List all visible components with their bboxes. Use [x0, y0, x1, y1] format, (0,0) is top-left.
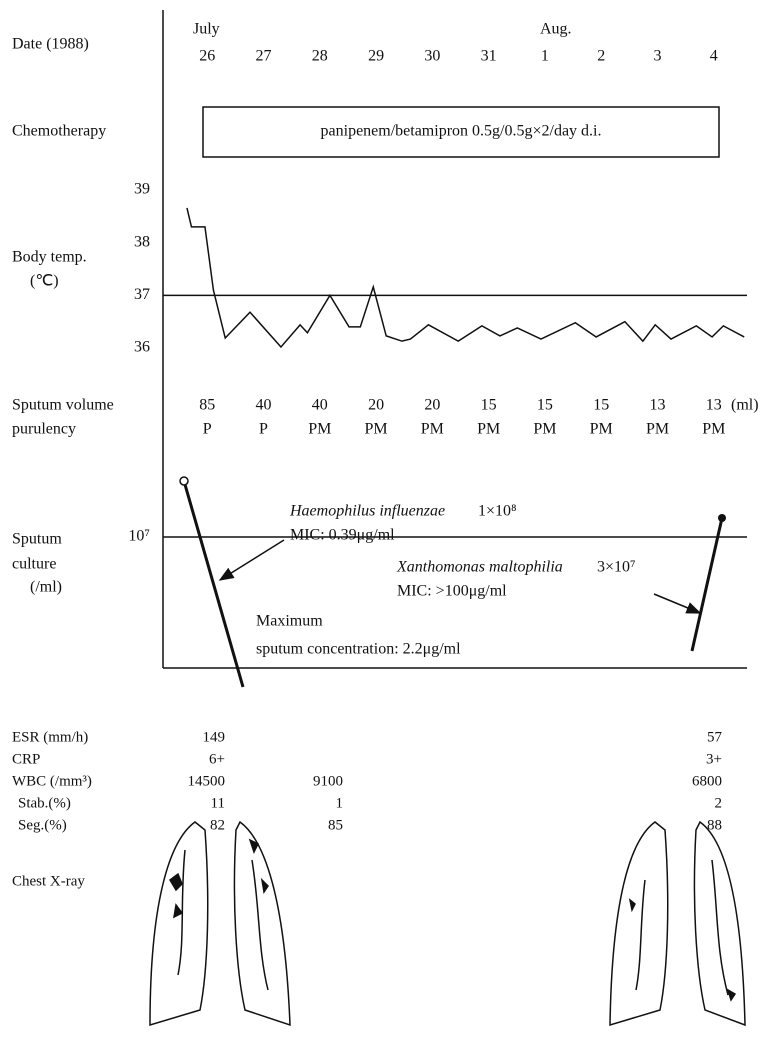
clinical-course: Date (1988) July Aug. Chemotherapy panip… [0, 0, 764, 1038]
volume-unit: (ml) [731, 397, 759, 414]
arrow [654, 594, 700, 613]
volume-value: 20 [368, 397, 384, 414]
lab-value: 88 [707, 817, 722, 833]
y-tick-label: 39 [134, 181, 150, 198]
date-label: Date (1988) [12, 36, 89, 53]
xray-label: Chest X-ray [12, 873, 85, 889]
month: July [193, 21, 220, 38]
lab-value: 82 [210, 817, 225, 833]
y-tick-label: 38 [134, 233, 150, 250]
arrow [220, 540, 284, 580]
day-label: 4 [710, 48, 718, 65]
day-label: 27 [256, 48, 272, 65]
lab-label: WBC (/mm³) [12, 773, 92, 789]
culture-point [718, 514, 726, 522]
culture-label: culture [12, 556, 56, 573]
purulency-value: PM [533, 421, 556, 438]
purulency-value: PM [421, 421, 444, 438]
organism-count: 3×10⁷ [597, 559, 636, 576]
note: Maximum [256, 613, 323, 630]
day-label: 26 [199, 48, 215, 65]
volume-value: 85 [199, 397, 215, 414]
lab-value: 85 [328, 817, 343, 833]
culture-trend [184, 481, 243, 687]
day-label: 30 [424, 48, 440, 65]
culture-label: (/ml) [30, 579, 62, 596]
volume-value: 20 [424, 397, 440, 414]
temp-line [187, 208, 744, 347]
lab-value: 14500 [188, 773, 226, 789]
culture-trend [692, 518, 722, 651]
day-label: 31 [481, 48, 497, 65]
lab-label: Seg.(%) [18, 817, 67, 833]
day-label: 2 [597, 48, 605, 65]
lung-drawing [150, 822, 745, 1025]
lab-label: CRP [12, 751, 40, 767]
organism-mic: MIC: >100μg/ml [397, 583, 507, 600]
day-label: 3 [654, 48, 662, 65]
volume-label: Sputum volume [12, 397, 114, 414]
lab-value: 149 [203, 729, 226, 745]
lab-value: 1 [336, 795, 344, 811]
temp-label: Body temp. [12, 249, 87, 266]
purulency-value: PM [590, 421, 613, 438]
day-label: 28 [312, 48, 328, 65]
volume-value: 15 [481, 397, 497, 414]
volume-value: 15 [537, 397, 553, 414]
purulency-label: purulency [12, 421, 76, 438]
purulency-value: P [259, 421, 268, 438]
lab-value: 57 [707, 729, 723, 745]
volume-value: 15 [593, 397, 609, 414]
temp-unit: (℃) [30, 273, 59, 290]
culture-label: Sputum [12, 531, 62, 548]
organism-count: 1×10⁸ [478, 503, 517, 520]
day-label: 29 [368, 48, 384, 65]
lab-label: Stab.(%) [18, 795, 71, 811]
organism-mic: MIC: 0.39μg/ml [290, 527, 395, 544]
lab-value: 6800 [692, 773, 722, 789]
organism-name: Haemophilus influenzae [289, 503, 445, 520]
purulency-value: PM [702, 421, 725, 438]
day-label: 1 [541, 48, 549, 65]
volume-value: 13 [706, 397, 722, 414]
y-tick-label: 37 [134, 286, 150, 303]
organism-name: Xanthomonas maltophilia [396, 559, 563, 576]
volume-value: 13 [650, 397, 666, 414]
month: Aug. [540, 21, 572, 38]
purulency-value: PM [308, 421, 331, 438]
purulency-value: P [203, 421, 212, 438]
lab-value: 9100 [313, 773, 343, 789]
purulency-value: PM [365, 421, 388, 438]
note: sputum concentration: 2.2μg/ml [256, 641, 461, 658]
culture-point [180, 477, 188, 485]
purulency-value: PM [646, 421, 669, 438]
y-tick-label: 36 [134, 339, 150, 356]
culture-tick: 10⁷ [128, 528, 150, 545]
volume-value: 40 [256, 397, 272, 414]
purulency-value: PM [477, 421, 500, 438]
chemo-regimen: panipenem/betamipron 0.5g/0.5g×2/day d.i… [321, 123, 602, 140]
chemo-label: Chemotherapy [12, 123, 106, 140]
lab-value: 2 [715, 795, 723, 811]
lab-label: ESR (mm/h) [12, 729, 88, 745]
lab-value: 11 [211, 795, 225, 811]
lab-value: 3+ [706, 751, 722, 767]
volume-value: 40 [312, 397, 328, 414]
lab-value: 6+ [209, 751, 225, 767]
